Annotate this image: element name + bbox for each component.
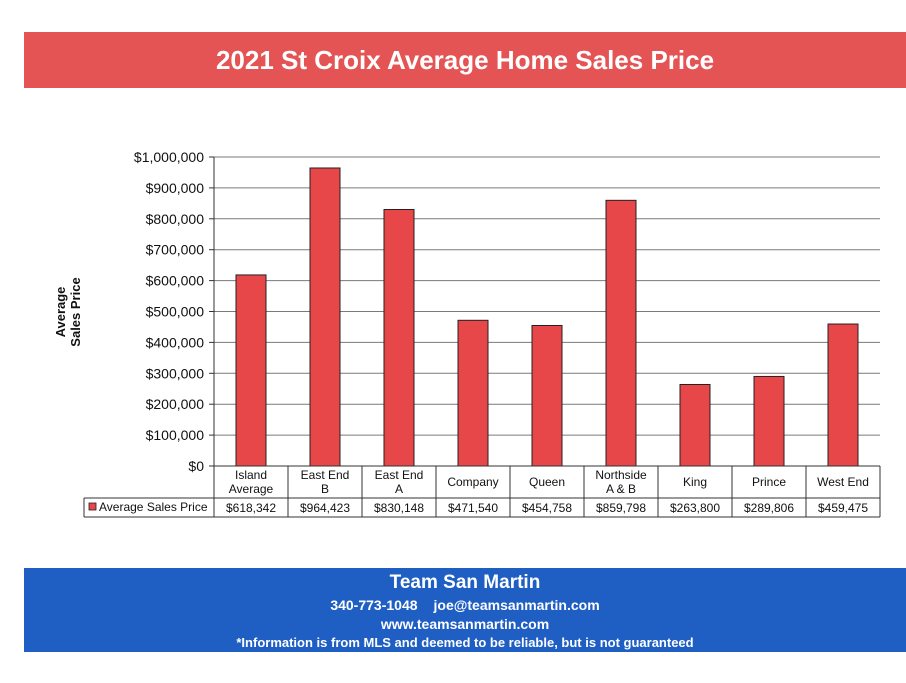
data-label: $459,475 bbox=[818, 501, 868, 515]
bar bbox=[531, 324, 563, 467]
category-label: East End bbox=[375, 468, 424, 482]
y-tick-label: $300,000 bbox=[146, 365, 205, 381]
legend-swatch bbox=[88, 502, 97, 511]
category-label: Average bbox=[229, 482, 274, 496]
y-tick-label: $800,000 bbox=[146, 211, 205, 227]
legend-label: Average Sales Price bbox=[99, 500, 208, 514]
category-label: East End bbox=[301, 468, 350, 482]
data-label: $289,806 bbox=[744, 501, 794, 515]
data-label: $830,148 bbox=[374, 501, 424, 515]
bar bbox=[235, 274, 267, 467]
category-label: West End bbox=[817, 475, 869, 489]
y-tick-label: $900,000 bbox=[146, 180, 205, 196]
contact-line: 340-773-1048 joe@teamsanmartin.com bbox=[24, 596, 906, 615]
category-label: A & B bbox=[606, 482, 636, 496]
data-label: $454,758 bbox=[522, 501, 572, 515]
data-label: $859,798 bbox=[596, 501, 646, 515]
email-address: joe@teamsanmartin.com bbox=[433, 597, 600, 613]
y-tick-label: $600,000 bbox=[146, 273, 205, 289]
category-label: Company bbox=[447, 475, 498, 489]
category-label: Prince bbox=[752, 475, 786, 489]
disclaimer: *Information is from MLS and deemed to b… bbox=[236, 635, 694, 650]
bar bbox=[383, 208, 415, 467]
y-tick-label: $1,000,000 bbox=[134, 149, 204, 165]
bar bbox=[605, 199, 637, 467]
y-tick-label: $500,000 bbox=[146, 304, 205, 320]
chart-title: 2021 St Croix Average Home Sales Price bbox=[215, 44, 715, 75]
data-label: $618,342 bbox=[226, 501, 276, 515]
category-label: A bbox=[395, 482, 403, 496]
y-tick-label: $200,000 bbox=[146, 396, 205, 412]
category-label: B bbox=[321, 482, 329, 496]
phone-number: 340-773-1048 bbox=[330, 597, 418, 613]
team-name: Team San Martin bbox=[389, 572, 541, 593]
bar bbox=[457, 319, 489, 467]
data-label: $263,800 bbox=[670, 501, 720, 515]
footer-banner: Team San Martin 340-773-1048 joe@teamsanm… bbox=[24, 568, 906, 652]
y-tick-label: $0 bbox=[188, 458, 204, 474]
website: www.teamsanmartin.com bbox=[380, 616, 550, 632]
data-label: $471,540 bbox=[448, 501, 498, 515]
bar bbox=[753, 375, 785, 467]
y-tick-label: $400,000 bbox=[146, 334, 205, 350]
y-axis-label: Sales Price bbox=[68, 277, 83, 346]
bar bbox=[679, 383, 711, 467]
category-label: King bbox=[683, 475, 707, 489]
bar bbox=[309, 167, 341, 467]
y-axis-label: Average bbox=[53, 287, 68, 338]
bar-chart: $0 $100,000 $200,000 $300,000 $400,000 $500,0… bbox=[53, 149, 881, 518]
category-label: Queen bbox=[529, 475, 565, 489]
y-tick-label: $700,000 bbox=[146, 242, 205, 258]
category-label: Northside bbox=[595, 468, 647, 482]
y-tick-label: $100,000 bbox=[146, 427, 205, 443]
category-label: Island bbox=[235, 468, 267, 482]
title-banner: 2021 St Croix Average Home Sales Price bbox=[24, 32, 906, 88]
bar bbox=[827, 323, 859, 467]
data-label: $964,423 bbox=[300, 501, 350, 515]
